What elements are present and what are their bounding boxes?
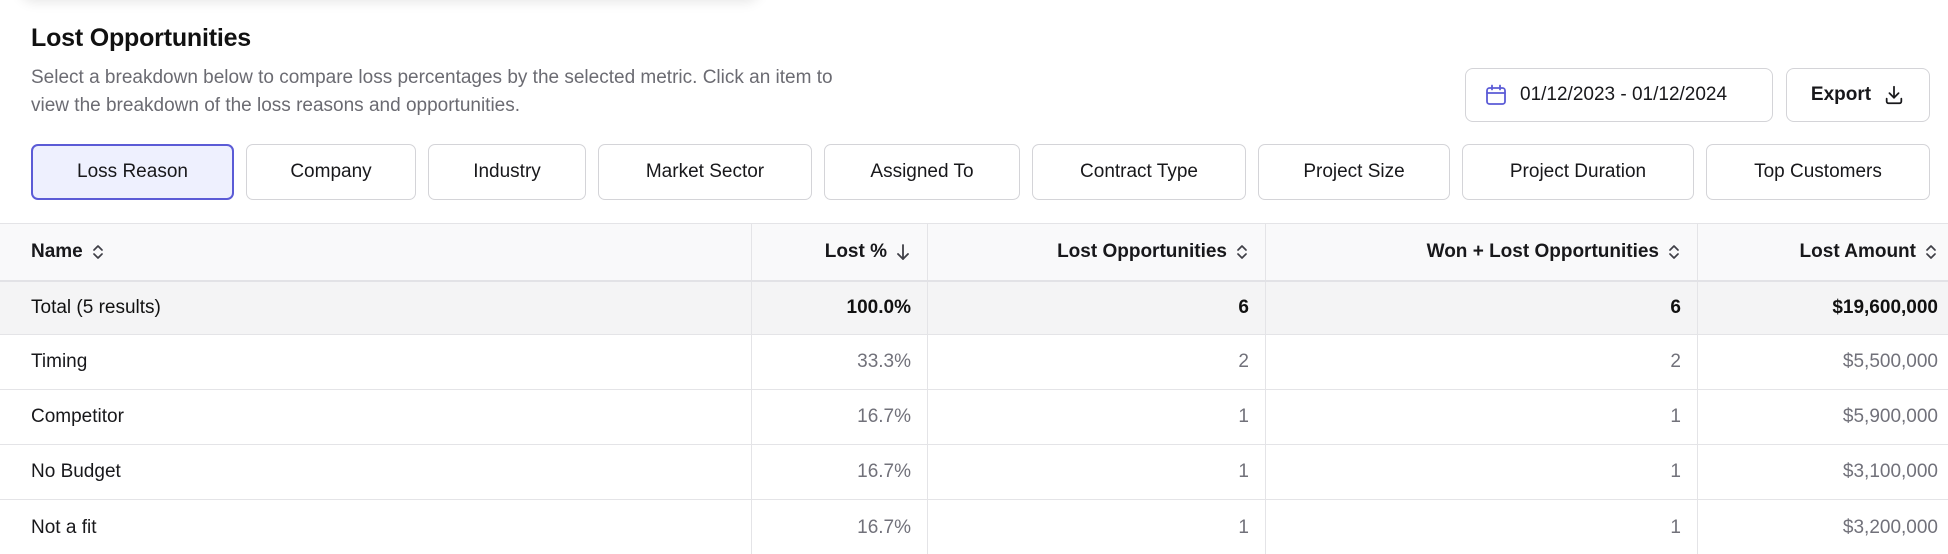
row-lost-amount: $5,900,000 [1842,406,1938,427]
tab-project-duration[interactable]: Project Duration [1462,144,1694,200]
column-header-name[interactable]: Name [0,224,752,280]
column-header-label: Won + Lost Opportunities [1426,241,1659,262]
arrow-down-icon [895,243,911,261]
page-subtitle: Select a breakdown below to compare loss… [31,67,833,116]
column-header-lost-opportunities[interactable]: Lost Opportunities [928,224,1266,280]
table-row[interactable]: Timing 33.3% 2 2 $5,500,000 [0,335,1948,390]
tab-contract-type[interactable]: Contract Type [1032,144,1246,200]
row-won-lost-opportunities: 2 [1266,335,1698,389]
tab-loss-reason[interactable]: Loss Reason [31,144,234,200]
column-header-lost-amount[interactable]: Lost Amount [1698,224,1948,280]
row-lost-amount: $3,100,000 [1842,461,1938,482]
tab-assigned-to[interactable]: Assigned To [824,144,1020,200]
row-lost-opportunities: 1 [928,500,1266,554]
tab-market-sector[interactable]: Market Sector [598,144,812,200]
row-lost-opportunities: 1 [928,445,1266,499]
row-won-lost-opportunities: 1 [1266,390,1698,444]
row-name: Timing [0,335,752,389]
tab-top-customers[interactable]: Top Customers [1706,144,1930,200]
column-header-label: Name [31,241,83,262]
tab-industry[interactable]: Industry [428,144,586,200]
row-lost-pct: 16.7% [752,445,928,499]
page-title: Lost Opportunities [31,24,251,52]
export-button[interactable]: Export [1786,68,1930,122]
column-header-won-lost-opportunities[interactable]: Won + Lost Opportunities [1266,224,1698,280]
total-won-lost-opportunities: 6 [1266,282,1698,334]
tab-company[interactable]: Company [246,144,416,200]
column-header-label: Lost % [824,241,887,262]
date-range-button[interactable]: 01/12/2023 - 01/12/2024 [1465,68,1773,122]
total-lost-amount: $19,600,000 [1832,297,1938,318]
total-lost-pct: 100.0% [752,282,928,334]
row-lost-opportunities: 2 [928,335,1266,389]
table-row[interactable]: Competitor 16.7% 1 1 $5,900,000 [0,390,1948,445]
row-name: Competitor [0,390,752,444]
column-header-label: Lost Opportunities [1057,241,1227,262]
table-header-row: Name Lost % Lost Opportunities Won + Los… [0,224,1948,282]
total-name: Total (5 results) [0,282,752,334]
total-lost-opportunities: 6 [928,282,1266,334]
row-name: No Budget [0,445,752,499]
sort-both-icon [91,243,105,261]
sort-both-icon [1235,243,1249,261]
tab-project-size[interactable]: Project Size [1258,144,1450,200]
row-lost-amount: $5,500,000 [1842,351,1938,372]
table-total-row: Total (5 results) 100.0% 6 6 $19,600,000 [0,282,1948,335]
table-row[interactable]: No Budget 16.7% 1 1 $3,100,000 [0,445,1948,500]
lost-opportunities-table: Name Lost % Lost Opportunities Won + Los… [0,223,1948,554]
row-lost-opportunities: 1 [928,390,1266,444]
row-won-lost-opportunities: 1 [1266,445,1698,499]
column-header-label: Lost Amount [1799,241,1916,262]
column-header-lost-pct[interactable]: Lost % [752,224,928,280]
calendar-icon [1484,83,1508,107]
date-range-label: 01/12/2023 - 01/12/2024 [1520,84,1728,105]
sort-both-icon [1924,243,1938,261]
row-won-lost-opportunities: 1 [1266,500,1698,554]
row-lost-pct: 16.7% [752,390,928,444]
export-label: Export [1810,84,1872,105]
table-row[interactable]: Not a fit 16.7% 1 1 $3,200,000 [0,500,1948,554]
download-icon [1883,84,1905,106]
row-lost-amount: $3,200,000 [1842,516,1938,538]
row-name: Not a fit [0,500,752,554]
sort-both-icon [1667,243,1681,261]
row-lost-pct: 33.3% [752,335,928,389]
row-lost-pct: 16.7% [752,500,928,554]
